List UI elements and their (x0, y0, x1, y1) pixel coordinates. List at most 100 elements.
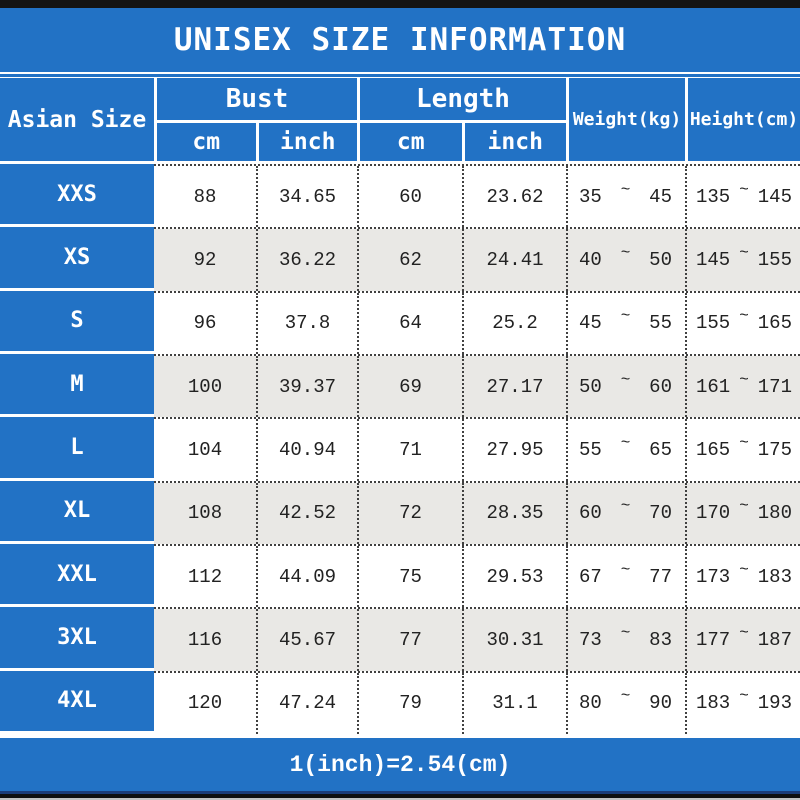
header-length-cm: cm (360, 123, 462, 161)
length-inch-cell: 27.17 (462, 355, 566, 418)
page-title: UNISEX SIZE INFORMATION (173, 22, 627, 58)
range-tilde: ~ (739, 180, 749, 199)
bust-inch-cell: 34.65 (256, 166, 357, 228)
row-cells: 108 42.52 72 28.35 60 ~ 70 170 ~ 180 (154, 480, 800, 544)
height-range-cell: 165 ~ 175 (685, 419, 800, 481)
weight-max: 65 (649, 438, 672, 461)
bust-cm-cell: 116 (154, 609, 256, 671)
length-inch-cell: 25.2 (462, 292, 566, 354)
height-min: 161 (696, 375, 731, 398)
length-inch-cell: 28.35 (462, 482, 566, 544)
range-tilde: ~ (739, 497, 749, 516)
height-range-cell: 177 ~ 187 (685, 609, 800, 671)
range-tilde: ~ (739, 687, 749, 706)
range-tilde: ~ (620, 180, 631, 199)
bust-cm-cell: 96 (154, 292, 256, 354)
length-inch-cell: 29.53 (462, 545, 566, 608)
bust-inch-cell: 44.09 (256, 545, 357, 608)
row-cells: 92 36.22 62 24.41 40 ~ 50 145 ~ 155 (154, 227, 800, 291)
size-cell: S (0, 290, 154, 354)
height-max: 175 (757, 438, 792, 461)
height-range-cell: 173 ~ 183 (685, 545, 800, 608)
height-max: 165 (757, 312, 792, 335)
table-row: 4XL 120 47.24 79 31.1 80 ~ 90 183 ~ 193 (0, 670, 800, 734)
weight-min: 40 (579, 248, 602, 271)
length-inch-cell: 23.62 (462, 166, 566, 228)
range-tilde: ~ (620, 370, 631, 389)
bust-inch-cell: 36.22 (256, 229, 357, 291)
height-max: 187 (757, 628, 792, 651)
bust-cm-cell: 92 (154, 229, 256, 291)
size-cell: XS (0, 227, 154, 291)
weight-max: 45 (649, 185, 672, 208)
range-tilde: ~ (620, 560, 631, 579)
length-cm-cell: 75 (357, 545, 462, 608)
header-length-label: Length (360, 78, 566, 123)
height-min: 145 (696, 248, 731, 271)
row-cells: 96 37.8 64 25.2 45 ~ 55 155 ~ 165 (154, 290, 800, 354)
range-tilde: ~ (620, 497, 631, 516)
top-border-bar (0, 0, 800, 8)
range-tilde: ~ (739, 243, 749, 262)
length-cm-cell: 69 (357, 355, 462, 418)
height-range-cell: 135 ~ 145 (685, 166, 800, 228)
length-cm-cell: 71 (357, 419, 462, 481)
weight-range-cell: 50 ~ 60 (566, 355, 685, 418)
bust-inch-cell: 47.24 (256, 672, 357, 734)
length-inch-cell: 31.1 (462, 672, 566, 734)
conversion-note: 1(inch)=2.54(cm) (289, 751, 511, 778)
table-row: 3XL 116 45.67 77 30.31 73 ~ 83 177 ~ 187 (0, 607, 800, 671)
header-group-bust: Bust cm inch (154, 78, 357, 161)
height-min: 165 (696, 438, 731, 461)
size-cell: XXS (0, 164, 154, 228)
height-range-cell: 183 ~ 193 (685, 672, 800, 734)
range-tilde: ~ (739, 370, 749, 389)
bust-cm-cell: 100 (154, 355, 256, 418)
height-max: 183 (757, 565, 792, 588)
row-cells: 116 45.67 77 30.31 73 ~ 83 177 ~ 187 (154, 607, 800, 671)
row-cells: 88 34.65 60 23.62 35 ~ 45 135 ~ 145 (154, 164, 800, 228)
range-tilde: ~ (620, 243, 631, 262)
height-max: 155 (757, 248, 792, 271)
row-cells: 120 47.24 79 31.1 80 ~ 90 183 ~ 193 (154, 670, 800, 734)
table-row: XL 108 42.52 72 28.35 60 ~ 70 170 ~ 180 (0, 480, 800, 544)
header-asian-size: Asian Size (0, 78, 154, 161)
weight-max: 55 (649, 312, 672, 335)
height-max: 171 (757, 375, 792, 398)
table-row: XXL 112 44.09 75 29.53 67 ~ 77 173 ~ 183 (0, 543, 800, 608)
range-tilde: ~ (739, 623, 749, 642)
table-body: XXS 88 34.65 60 23.62 35 ~ 45 135 ~ 145 … (0, 164, 800, 734)
bust-cm-cell: 112 (154, 545, 256, 608)
weight-max: 83 (649, 628, 672, 651)
bust-inch-cell: 40.94 (256, 419, 357, 481)
height-min: 170 (696, 502, 731, 525)
weight-range-cell: 55 ~ 65 (566, 419, 685, 481)
size-cell: XL (0, 480, 154, 544)
weight-min: 45 (579, 312, 602, 335)
weight-min: 67 (579, 565, 602, 588)
bottom-black-bar (0, 794, 800, 798)
range-tilde: ~ (739, 307, 749, 326)
bottom-gray-strip (0, 798, 800, 800)
weight-min: 60 (579, 502, 602, 525)
bust-inch-cell: 37.8 (256, 292, 357, 354)
size-cell: XXL (0, 543, 154, 608)
length-cm-cell: 72 (357, 482, 462, 544)
length-inch-cell: 27.95 (462, 419, 566, 481)
bust-inch-cell: 45.67 (256, 609, 357, 671)
header-bust-inch: inch (255, 123, 357, 161)
bust-cm-cell: 108 (154, 482, 256, 544)
size-cell: M (0, 353, 154, 418)
height-min: 183 (696, 692, 731, 715)
weight-min: 35 (579, 185, 602, 208)
bust-inch-cell: 39.37 (256, 355, 357, 418)
length-cm-cell: 77 (357, 609, 462, 671)
header-bust-cm: cm (157, 123, 256, 161)
header-length-subrow: cm inch (360, 123, 566, 161)
header-bust-label: Bust (157, 78, 357, 123)
length-cm-cell: 64 (357, 292, 462, 354)
length-cm-cell: 60 (357, 166, 462, 228)
header-height: Height(cm) (685, 78, 800, 161)
range-tilde: ~ (620, 433, 631, 452)
